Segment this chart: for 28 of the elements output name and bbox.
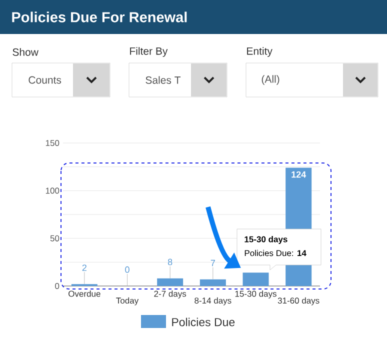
legend-label: Policies Due xyxy=(172,318,235,326)
annotation: Policies Due: 14 xyxy=(244,250,306,256)
text: Sales T xyxy=(146,76,181,84)
y-tick-label: 50 xyxy=(50,235,60,242)
data-label: 124 xyxy=(292,171,306,178)
chart-title: Policies Due For Renewal xyxy=(12,12,187,22)
bar xyxy=(157,278,184,286)
x-tick-label: 2-7 days xyxy=(154,290,186,298)
text: Entity xyxy=(247,47,272,57)
x-tick-label: Overdue xyxy=(68,290,100,297)
data-label: 0 xyxy=(125,266,130,273)
y-tick-label: 100 xyxy=(46,188,60,194)
text: Show xyxy=(12,48,38,56)
x-tick-label: 31-60 days xyxy=(278,297,320,306)
text: (All) xyxy=(262,75,280,85)
annotation: 15-30 days xyxy=(244,236,288,244)
data-label: 7 xyxy=(210,260,215,266)
y-tick-label: 0 xyxy=(55,283,60,290)
data-label: 2 xyxy=(82,264,86,271)
bar xyxy=(242,272,269,286)
bar xyxy=(200,279,226,286)
x-tick-label: 15-30 days xyxy=(235,290,276,298)
x-tick-label: Today xyxy=(116,297,139,306)
text: Counts xyxy=(28,76,62,84)
x-tick-label: 8-14 days xyxy=(194,297,232,306)
text: Filter By xyxy=(130,47,168,57)
data-label: 8 xyxy=(168,258,172,266)
y-tick-label: 150 xyxy=(46,140,60,146)
